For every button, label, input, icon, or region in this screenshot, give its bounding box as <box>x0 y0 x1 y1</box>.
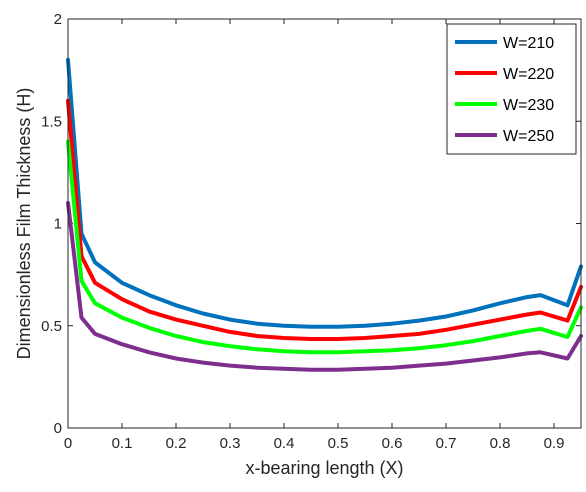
legend: W=210 W=220 W=230 W=250 <box>446 23 577 155</box>
series-layer <box>66 57 583 372</box>
y-tick-label: 2 <box>54 11 62 28</box>
y-tick-label: 0 <box>54 420 62 437</box>
y-tick-label: 0.5 <box>41 318 62 335</box>
x-tick-label: 0.7 <box>436 435 457 452</box>
x-tick-label: 0.5 <box>328 435 349 452</box>
plot-area-frame <box>67 18 582 429</box>
y-tick-label: 1.5 <box>41 113 62 130</box>
x-tick-label: 0.2 <box>166 435 187 452</box>
x-tick-label: 0.3 <box>220 435 241 452</box>
legend-entry-label: W=220 <box>503 66 554 83</box>
x-tick-label: 0 <box>64 435 72 452</box>
x-axis-label: x-bearing length (X) <box>245 458 403 478</box>
series-line-w-250 <box>66 201 583 372</box>
legend-box <box>446 23 577 155</box>
x-tick-label: 0.6 <box>382 435 403 452</box>
x-tick-label: 0.4 <box>274 435 295 452</box>
y-tick-label: 1 <box>54 216 62 233</box>
x-tick-label: 0.8 <box>490 435 511 452</box>
legend-entry-label: W=210 <box>503 35 554 52</box>
x-tick-label: 0.9 <box>544 435 565 452</box>
y-axis-label: Dimensionless Film Thickness (H) <box>14 88 34 360</box>
series-line-w-210 <box>66 57 583 329</box>
ticks-layer: 0 0.1 0.2 0.3 0.4 0.5 0.6 0.7 0.8 0.9 0 0.5 1 1.5 2 <box>41 11 581 452</box>
series-line-w-220 <box>66 98 583 341</box>
series-line-w-230 <box>66 139 583 355</box>
x-tick-label: 0.1 <box>112 435 133 452</box>
legend-entry-label: W=250 <box>503 128 554 145</box>
legend-entry-label: W=230 <box>503 97 554 114</box>
